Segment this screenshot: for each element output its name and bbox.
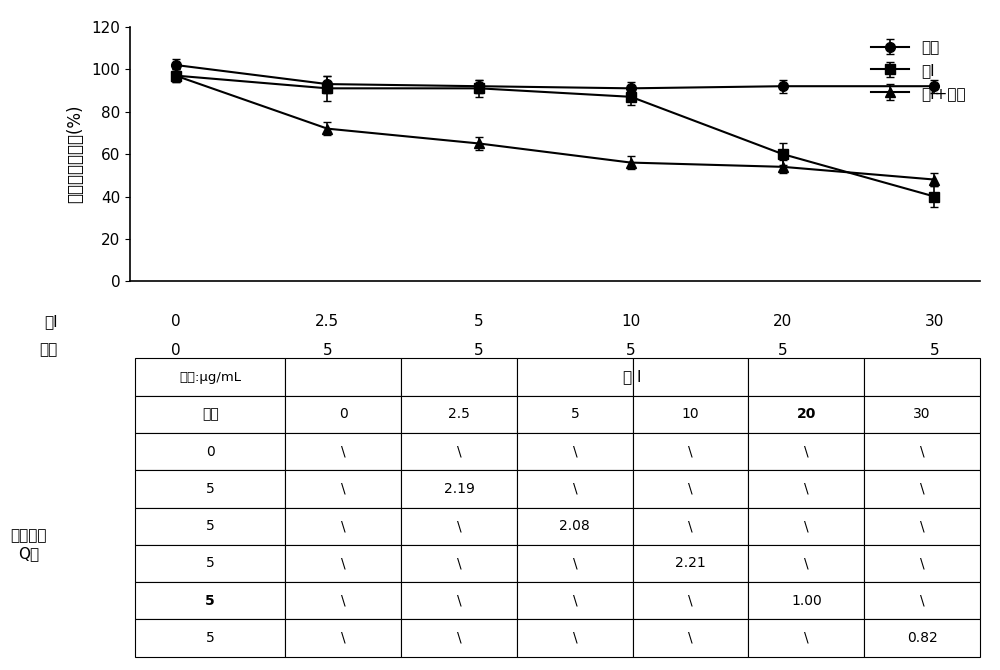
Text: 0: 0 bbox=[171, 342, 180, 358]
Text: 浓度 (μg/mL): 浓度 (μg/mL) bbox=[510, 373, 600, 391]
Text: 0: 0 bbox=[206, 445, 215, 459]
Text: \: \ bbox=[341, 519, 346, 533]
Text: \: \ bbox=[457, 594, 461, 608]
Text: \: \ bbox=[341, 445, 346, 459]
Text: 2.19: 2.19 bbox=[444, 482, 475, 496]
Text: 浓度:μg/mL: 浓度:μg/mL bbox=[179, 371, 241, 384]
Text: \: \ bbox=[573, 482, 577, 496]
Text: 2.5: 2.5 bbox=[315, 314, 339, 330]
Text: 20: 20 bbox=[797, 407, 816, 421]
Text: 式I: 式I bbox=[44, 314, 58, 330]
Text: \: \ bbox=[920, 482, 924, 496]
Text: \: \ bbox=[920, 594, 924, 608]
Text: \: \ bbox=[688, 631, 693, 645]
Text: \: \ bbox=[457, 556, 461, 570]
Text: \: \ bbox=[341, 556, 346, 570]
Text: 5: 5 bbox=[570, 407, 579, 421]
Text: \: \ bbox=[804, 445, 809, 459]
Text: 1.00: 1.00 bbox=[791, 594, 822, 608]
Text: \: \ bbox=[804, 519, 809, 533]
Text: 5: 5 bbox=[206, 631, 215, 645]
Text: 10: 10 bbox=[621, 314, 641, 330]
Text: 2.21: 2.21 bbox=[675, 556, 706, 570]
Text: \: \ bbox=[573, 445, 577, 459]
Text: 30: 30 bbox=[913, 407, 931, 421]
Text: \: \ bbox=[688, 519, 693, 533]
Text: \: \ bbox=[920, 519, 924, 533]
Text: \: \ bbox=[457, 445, 461, 459]
Text: \: \ bbox=[804, 482, 809, 496]
Text: 5: 5 bbox=[930, 342, 939, 358]
Text: \: \ bbox=[688, 594, 693, 608]
Text: \: \ bbox=[920, 556, 924, 570]
Text: 20: 20 bbox=[773, 314, 792, 330]
Text: \: \ bbox=[573, 631, 577, 645]
Text: 2.08: 2.08 bbox=[559, 519, 590, 533]
Text: \: \ bbox=[688, 482, 693, 496]
Text: 30: 30 bbox=[925, 314, 944, 330]
Text: 5: 5 bbox=[474, 314, 484, 330]
Text: \: \ bbox=[573, 594, 577, 608]
Text: \: \ bbox=[457, 631, 461, 645]
Text: 10: 10 bbox=[682, 407, 699, 421]
Text: \: \ bbox=[457, 519, 461, 533]
Text: \: \ bbox=[341, 482, 346, 496]
Text: 5: 5 bbox=[474, 342, 484, 358]
Text: 5: 5 bbox=[778, 342, 787, 358]
Legend: 顺铂, 式I, 式I+顺铂: 顺铂, 式I, 式I+顺铂 bbox=[865, 34, 972, 107]
Text: 5: 5 bbox=[206, 482, 215, 496]
Text: 5: 5 bbox=[205, 594, 215, 608]
Text: 0: 0 bbox=[339, 407, 348, 421]
Text: 2.5: 2.5 bbox=[448, 407, 470, 421]
Text: \: \ bbox=[688, 445, 693, 459]
Text: \: \ bbox=[804, 556, 809, 570]
Text: 5: 5 bbox=[206, 519, 215, 533]
Text: 5: 5 bbox=[626, 342, 636, 358]
Y-axis label: 相对细胞存活率(%): 相对细胞存活率(%) bbox=[66, 105, 84, 204]
Text: \: \ bbox=[804, 631, 809, 645]
Text: 顺铂: 顺铂 bbox=[40, 342, 58, 358]
Text: 0.82: 0.82 bbox=[907, 631, 937, 645]
Text: 5: 5 bbox=[323, 342, 332, 358]
Text: \: \ bbox=[341, 594, 346, 608]
Text: \: \ bbox=[341, 631, 346, 645]
Text: 金氏公式
Q値: 金氏公式 Q値 bbox=[10, 529, 46, 561]
Text: 5: 5 bbox=[206, 556, 215, 570]
Text: 式 I: 式 I bbox=[623, 370, 642, 385]
Text: \: \ bbox=[573, 556, 577, 570]
Text: 顺铂: 顺铂 bbox=[202, 407, 219, 421]
Text: \: \ bbox=[920, 445, 924, 459]
Text: 0: 0 bbox=[171, 314, 180, 330]
